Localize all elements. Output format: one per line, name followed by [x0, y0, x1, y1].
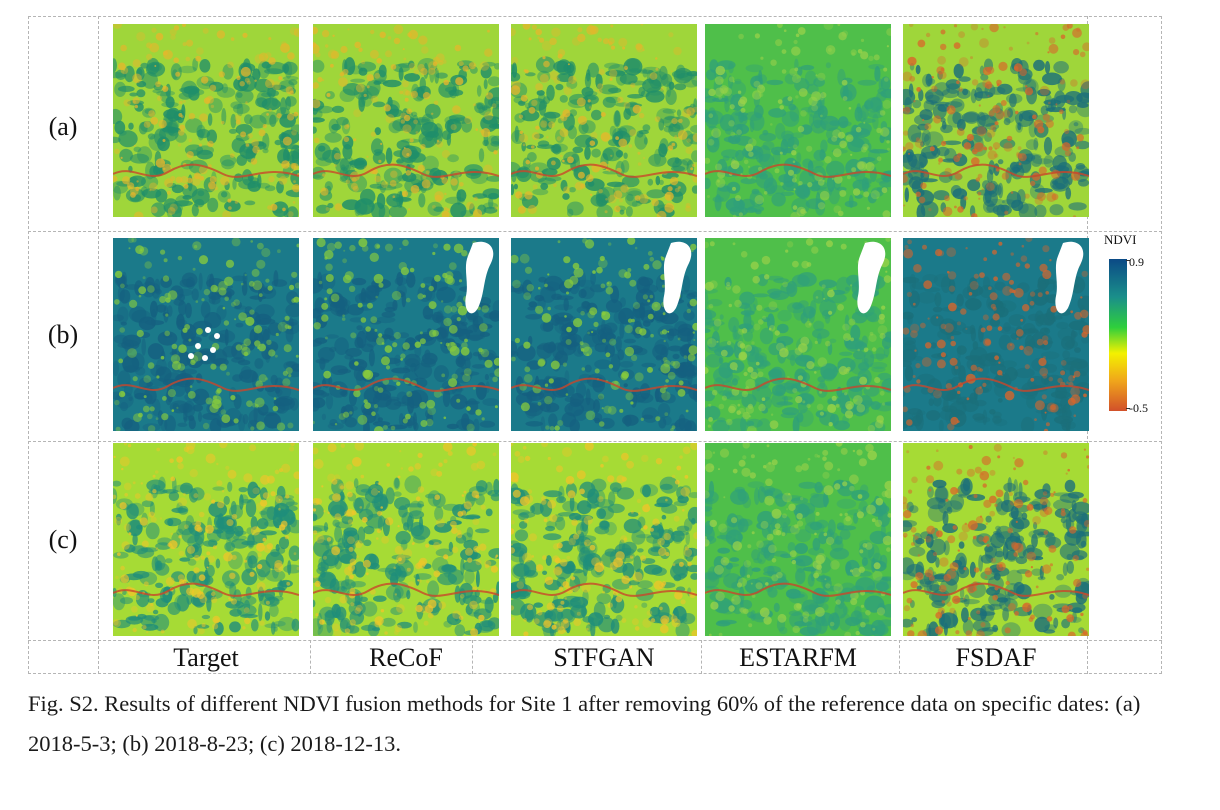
panel-c-fsdaf	[903, 443, 1089, 636]
column-label-recof: ReCoF	[369, 643, 443, 672]
row-label-c: (c)	[48, 525, 78, 554]
column-label-stfgan: STFGAN	[553, 643, 655, 672]
grid-divider	[28, 231, 1162, 232]
colorbar-tick	[1126, 408, 1130, 409]
panel-a-recof	[313, 24, 499, 217]
column-label-fsdaf: FSDAF	[955, 643, 1037, 672]
ndvi-map-image	[511, 24, 697, 217]
ndvi-map-image	[903, 238, 1089, 431]
panel-b-stfgan	[511, 238, 697, 431]
colorbar-gradient	[1109, 259, 1127, 411]
panel-b-estarfm	[705, 238, 891, 431]
ndvi-map-image	[705, 238, 891, 431]
row-label-a: (a)	[48, 112, 78, 141]
ndvi-map-image	[903, 443, 1089, 636]
figure-caption: Fig. S2. Results of different NDVI fusio…	[28, 691, 1141, 756]
ndvi-map-image	[511, 443, 697, 636]
ndvi-map-image	[113, 24, 299, 217]
panel-b-recof	[313, 238, 499, 431]
colorbar-min-label: -0.5	[1129, 401, 1148, 415]
ndvi-map-image	[113, 238, 299, 431]
panel-b-fsdaf	[903, 238, 1089, 431]
column-label-estarfm: ESTARFM	[739, 643, 857, 672]
panel-c-recof	[313, 443, 499, 636]
panel-a-target	[113, 24, 299, 217]
grid-divider	[899, 640, 900, 674]
colorbar-max-label: 0.9	[1129, 255, 1144, 269]
colorbar-tick	[1126, 260, 1130, 261]
column-label-target: Target	[173, 643, 239, 672]
ndvi-map-image	[313, 24, 499, 217]
ndvi-map-image	[705, 443, 891, 636]
ndvi-map-image	[705, 24, 891, 217]
grid-divider	[28, 640, 1162, 641]
panel-c-estarfm	[705, 443, 891, 636]
figure-grid-frame	[28, 16, 1162, 674]
ndvi-map-image	[313, 443, 499, 636]
ndvi-map-image	[903, 24, 1089, 217]
ndvi-map-image	[511, 238, 697, 431]
panel-b-target	[113, 238, 299, 431]
grid-divider	[98, 16, 99, 674]
grid-divider	[28, 441, 1162, 442]
colorbar-title: NDVI	[1104, 232, 1137, 247]
ndvi-map-image	[113, 443, 299, 636]
grid-divider	[701, 640, 702, 674]
panel-a-fsdaf	[903, 24, 1089, 217]
ndvi-map-image	[313, 238, 499, 431]
grid-divider	[472, 640, 473, 674]
panel-a-stfgan	[511, 24, 697, 217]
panel-a-estarfm	[705, 24, 891, 217]
grid-divider	[310, 640, 311, 674]
panel-c-target	[113, 443, 299, 636]
row-label-b: (b)	[47, 320, 79, 349]
panel-c-stfgan	[511, 443, 697, 636]
